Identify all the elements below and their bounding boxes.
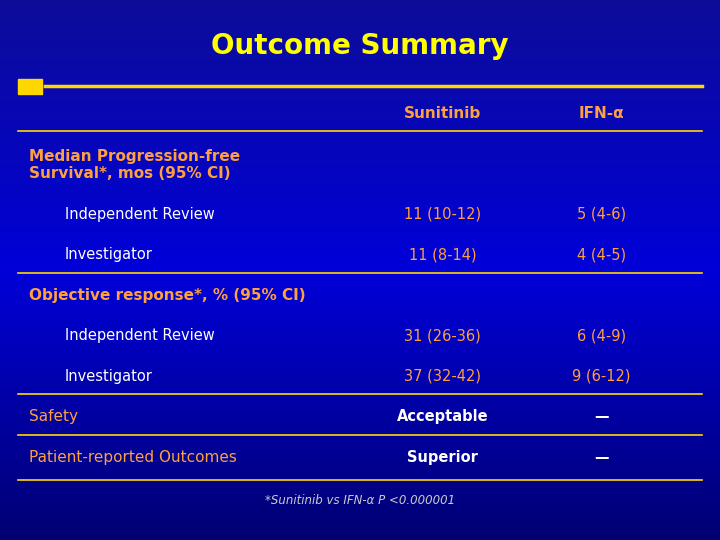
Text: Superior: Superior	[408, 450, 478, 464]
Text: Acceptable: Acceptable	[397, 409, 489, 424]
Text: —: —	[594, 409, 608, 424]
Text: Independent Review: Independent Review	[65, 207, 215, 221]
Text: 9 (6-12): 9 (6-12)	[572, 369, 631, 383]
Text: Objective response*, % (95% CI): Objective response*, % (95% CI)	[29, 288, 305, 302]
Text: 37 (32-42): 37 (32-42)	[405, 369, 481, 383]
Text: IFN-α: IFN-α	[578, 106, 624, 121]
Text: 6 (4-9): 6 (4-9)	[577, 328, 626, 343]
Text: Outcome Summary: Outcome Summary	[211, 32, 509, 60]
Text: —: —	[594, 450, 608, 464]
Text: Investigator: Investigator	[65, 247, 153, 262]
Text: 11 (10-12): 11 (10-12)	[404, 207, 482, 221]
Text: *Sunitinib vs IFN-α P <0.000001: *Sunitinib vs IFN-α P <0.000001	[265, 494, 455, 507]
Text: 11 (8-14): 11 (8-14)	[409, 247, 477, 262]
Text: 31 (26-36): 31 (26-36)	[405, 328, 481, 343]
Text: Sunitinib: Sunitinib	[404, 106, 482, 121]
Text: 5 (4-6): 5 (4-6)	[577, 207, 626, 221]
Bar	[18, 79, 42, 94]
Text: Independent Review: Independent Review	[65, 328, 215, 343]
Text: Safety: Safety	[29, 409, 78, 424]
Text: Investigator: Investigator	[65, 369, 153, 383]
Text: Patient-reported Outcomes: Patient-reported Outcomes	[29, 450, 237, 464]
Text: Median Progression-free
Survival*, mos (95% CI): Median Progression-free Survival*, mos (…	[29, 148, 240, 181]
Text: 4 (4-5): 4 (4-5)	[577, 247, 626, 262]
